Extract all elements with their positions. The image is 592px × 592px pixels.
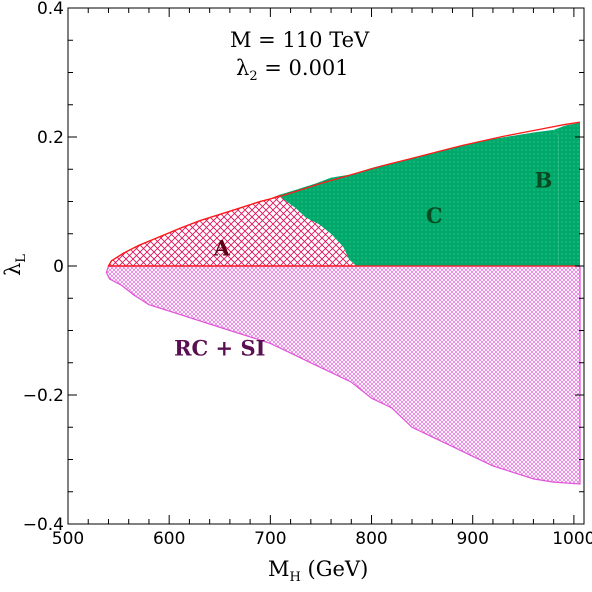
x-axis-title: MH (GeV): [268, 557, 368, 585]
x-axis: 500 600 700 800 900 1000: [52, 8, 592, 549]
region-label-a: A: [213, 235, 231, 260]
x-tick-label: 900: [456, 529, 488, 549]
region-label-rc-si: RC + SI: [174, 335, 265, 360]
y-axis-title-sub: L: [14, 254, 29, 263]
y-tick-label: 0.4: [37, 0, 64, 19]
boundary-layer: RC + SI A C B: [107, 121, 581, 360]
region-label-b: B: [535, 168, 553, 193]
y-tick-label: 0.2: [37, 128, 64, 148]
annotation-lambda2-symbol: λ: [236, 56, 249, 80]
region-rc-si: [105, 265, 581, 485]
x-tick-label: 600: [153, 529, 185, 549]
x-axis-title-unit: (GeV): [301, 557, 368, 581]
region-label-c: C: [426, 203, 443, 228]
annotation-lambda2-sub: 2: [249, 69, 257, 84]
y-tick-label: 0: [53, 257, 64, 277]
annotation-lambda2: λ2 = 0.001: [236, 56, 349, 84]
x-axis-title-sub: H: [290, 570, 301, 585]
y-tick-label: −0.4: [23, 515, 64, 535]
x-axis-title-main: M: [268, 557, 290, 581]
y-tick-label: −0.2: [23, 386, 64, 406]
x-tick-label: 700: [254, 529, 286, 549]
annotation-lambda2-rest: = 0.001: [258, 56, 349, 80]
region-c: [278, 129, 559, 266]
y-axis: −0.4 −0.2 0 0.2 0.4: [23, 0, 584, 535]
y-axis-title-main: λ: [1, 263, 25, 276]
annotation-mass: M = 110 TeV: [230, 28, 370, 52]
x-tick-label: 800: [355, 529, 387, 549]
svg-text:λL: λL: [1, 254, 29, 276]
region-b: [553, 122, 580, 266]
y-axis-title: λL: [1, 254, 29, 276]
x-tick-label: 500: [52, 529, 84, 549]
x-tick-label: 1000: [552, 529, 592, 549]
upper-boundary-line: [107, 121, 581, 267]
regions-layer: [105, 122, 581, 485]
